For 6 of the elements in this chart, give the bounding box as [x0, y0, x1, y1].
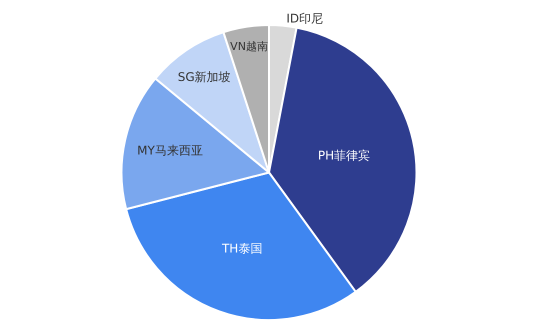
slice-label: VN越南	[230, 40, 268, 54]
slice-label: PH菲律宾	[318, 148, 370, 163]
slice-label: ID印尼	[286, 12, 324, 26]
slice-label: SG新加坡	[178, 70, 231, 84]
slice-label: TH泰国	[220, 241, 262, 256]
slice-label: MY马来西亚	[137, 143, 203, 158]
